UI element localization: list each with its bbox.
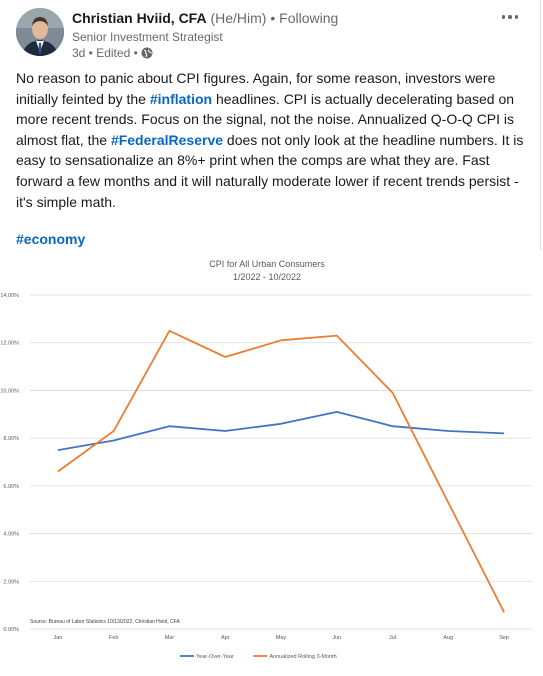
chart-title: CPI for All Urban Consumers bbox=[209, 259, 325, 269]
chart-series bbox=[57, 329, 505, 613]
post-body-text-1: No reason to panic about CPI figures. Ag… bbox=[16, 70, 496, 107]
chart-y-tick-labels: 0.00% 2.00% 4.00% 6.00% 8.00% 10.00% 12.00% 14.… bbox=[0, 293, 19, 633]
post-body-text-2: headlines. CPI is actually decelerating … bbox=[16, 90, 515, 148]
chart-background bbox=[0, 250, 541, 671]
series-line bbox=[57, 410, 505, 451]
author-avatar[interactable] bbox=[16, 8, 64, 56]
chart-source-note: Source: Bureau of Labor Statistics 10/13… bbox=[30, 619, 180, 625]
chart-x-tick-labels: Jan Feb Mar Apr May Jun Jul Aug Sep bbox=[53, 635, 509, 641]
y-tick-label: 14.00% bbox=[0, 293, 19, 299]
y-tick-label: 12.00% bbox=[0, 341, 19, 347]
chart-legend: Year-Over-Year Annualized Rolling 3-Month bbox=[180, 654, 337, 660]
x-tick-label: Mar bbox=[165, 635, 175, 641]
x-tick-label: Jun bbox=[332, 635, 341, 641]
hashtag-line: #economy bbox=[16, 229, 85, 249]
author-name-line: Christian Hviid, CFA (He/Him) • Followin… bbox=[72, 10, 338, 26]
cpi-line-chart: CPI for All Urban Consumers 1/2022 - 10/… bbox=[0, 250, 541, 671]
x-tick-label: May bbox=[276, 635, 287, 641]
globe-icon bbox=[141, 47, 153, 59]
hashtag-inflation-link[interactable]: #inflation bbox=[149, 90, 213, 107]
author-headline: Senior Investment Strategist bbox=[72, 30, 223, 44]
y-tick-label: 0.00% bbox=[3, 627, 19, 633]
x-tick-label: Aug bbox=[443, 635, 453, 641]
y-tick-label: 2.00% bbox=[3, 579, 19, 585]
legend-label: Year-Over-Year bbox=[196, 654, 234, 660]
series-line bbox=[57, 329, 505, 613]
avatar-photo bbox=[16, 8, 64, 56]
y-tick-label: 4.00% bbox=[3, 532, 19, 538]
post-time: 3d • Edited • bbox=[72, 46, 138, 60]
author-name[interactable]: Christian Hviid, CFA bbox=[72, 10, 207, 26]
chart-subtitle: 1/2022 - 10/2022 bbox=[233, 272, 301, 282]
x-tick-label: Apr bbox=[221, 635, 230, 641]
y-tick-label: 6.00% bbox=[3, 484, 19, 490]
legend-label: Annualized Rolling 3-Month bbox=[269, 654, 336, 660]
x-tick-label: Sep bbox=[499, 635, 509, 641]
hashtag-economy-link[interactable]: #economy bbox=[16, 231, 86, 247]
x-tick-label: Jan bbox=[53, 635, 62, 641]
y-tick-label: 8.00% bbox=[3, 436, 19, 442]
hashtag-federalreserve-link[interactable]: #FederalReserve bbox=[110, 131, 224, 148]
x-tick-label: Feb bbox=[109, 635, 118, 641]
post-header: Christian Hviid, CFA (He/Him) • Followin… bbox=[16, 8, 526, 64]
chart-image[interactable]: CPI for All Urban Consumers 1/2022 - 10/… bbox=[0, 250, 541, 671]
author-pronouns-following: (He/Him) • Following bbox=[206, 10, 339, 26]
post-time-row: 3d • Edited • bbox=[72, 46, 153, 60]
post-body-text-3: does not only look at the headline numbe… bbox=[16, 131, 524, 210]
more-options-icon[interactable] bbox=[498, 8, 522, 26]
post-body: No reason to panic about CPI figures. Ag… bbox=[16, 68, 526, 212]
chart-gridlines bbox=[30, 294, 532, 630]
y-tick-label: 10.00% bbox=[0, 388, 19, 394]
x-tick-label: Jul bbox=[389, 635, 396, 641]
